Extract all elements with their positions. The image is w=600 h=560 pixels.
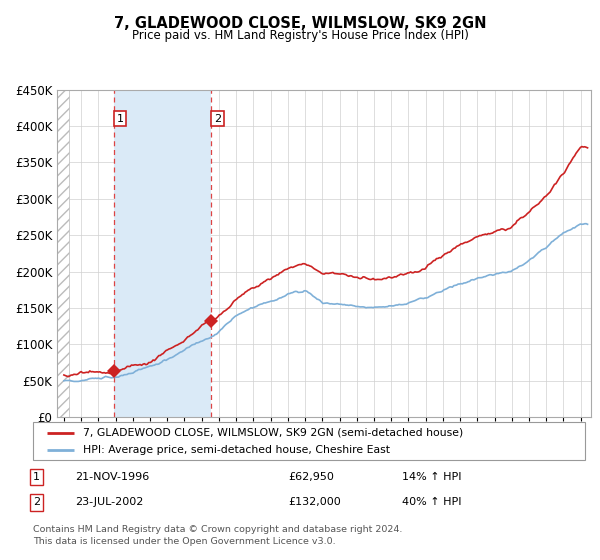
- Bar: [57, 90, 69, 417]
- Text: 14% ↑ HPI: 14% ↑ HPI: [402, 472, 461, 482]
- Text: 21-NOV-1996: 21-NOV-1996: [75, 472, 149, 482]
- Text: 2: 2: [214, 114, 221, 124]
- Text: 1: 1: [33, 472, 40, 482]
- Text: 2: 2: [33, 497, 40, 507]
- Text: 23-JUL-2002: 23-JUL-2002: [75, 497, 143, 507]
- Bar: [114, 90, 211, 417]
- Text: 7, GLADEWOOD CLOSE, WILMSLOW, SK9 2GN: 7, GLADEWOOD CLOSE, WILMSLOW, SK9 2GN: [114, 16, 486, 31]
- Text: 40% ↑ HPI: 40% ↑ HPI: [402, 497, 461, 507]
- Text: Price paid vs. HM Land Registry's House Price Index (HPI): Price paid vs. HM Land Registry's House …: [131, 29, 469, 42]
- Text: 7, GLADEWOOD CLOSE, WILMSLOW, SK9 2GN (semi-detached house): 7, GLADEWOOD CLOSE, WILMSLOW, SK9 2GN (s…: [83, 427, 463, 437]
- Text: HPI: Average price, semi-detached house, Cheshire East: HPI: Average price, semi-detached house,…: [83, 445, 389, 455]
- Text: £132,000: £132,000: [288, 497, 341, 507]
- Text: £62,950: £62,950: [288, 472, 334, 482]
- Text: Contains HM Land Registry data © Crown copyright and database right 2024.
This d: Contains HM Land Registry data © Crown c…: [33, 525, 403, 546]
- Text: 1: 1: [116, 114, 124, 124]
